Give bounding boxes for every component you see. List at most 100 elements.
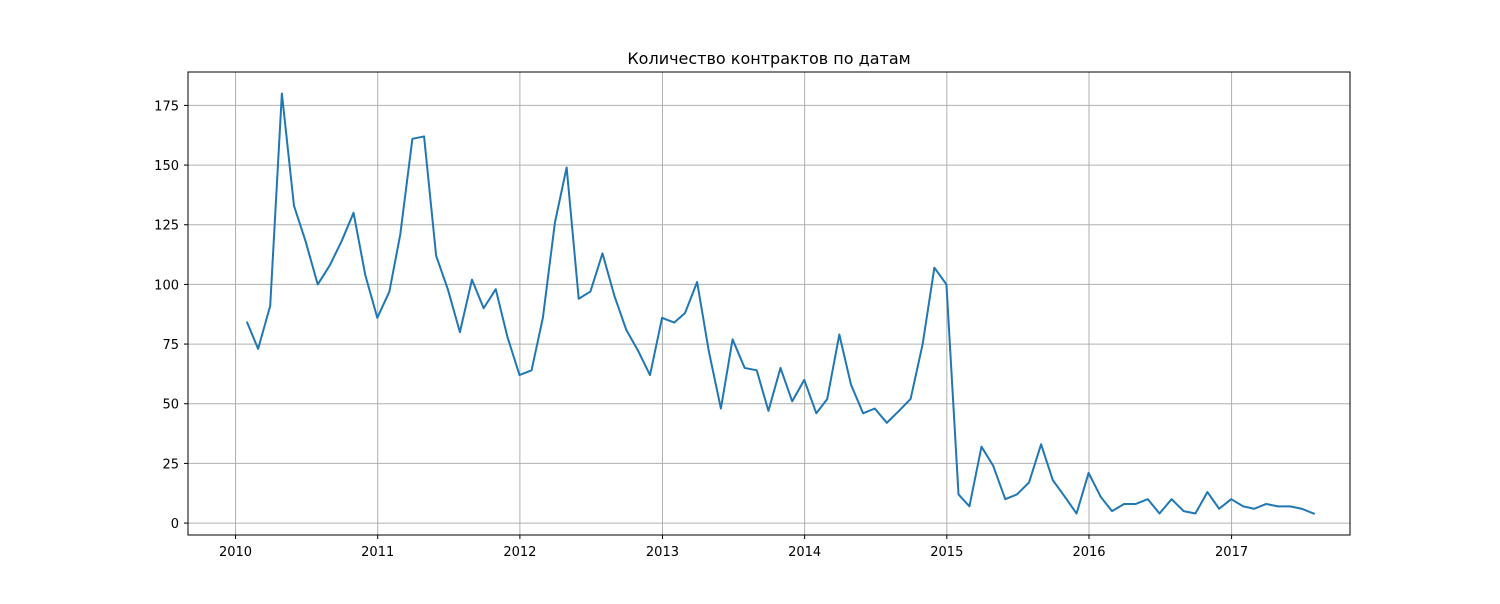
data-point (838, 333, 840, 336)
grid (188, 72, 1350, 535)
data-point (684, 312, 686, 314)
data-point (388, 290, 390, 293)
data-point (850, 384, 852, 386)
y-tick-label: 175 (154, 99, 179, 114)
data-point (423, 135, 425, 138)
plot-frame (187, 71, 1351, 536)
x-tick-label: 2016 (1072, 545, 1105, 560)
data-point (281, 92, 283, 95)
x-tick-label: 2013 (646, 545, 679, 560)
axes: 2010 2011 2012 2013 2014 2015 2016 2017 0 25 50 75 1… (154, 99, 1248, 560)
data-point (922, 343, 924, 345)
y-tick-label: 75 (162, 338, 179, 353)
data-point (957, 493, 960, 496)
x-tick-label: 2017 (1215, 545, 1248, 560)
data-point (1313, 512, 1315, 515)
data-point (637, 350, 639, 352)
data-point (459, 331, 461, 333)
x-tick-label: 2010 (219, 545, 252, 560)
data-point (1088, 472, 1090, 474)
data-point (910, 398, 912, 400)
data-point (1206, 491, 1209, 493)
data-point (1016, 493, 1018, 496)
data-point (779, 367, 782, 369)
data-point (1004, 498, 1006, 500)
data-point (352, 212, 355, 214)
data-point (661, 317, 663, 319)
x-tick-label: 2011 (361, 545, 394, 560)
data-point (731, 338, 734, 340)
data-point (1289, 505, 1291, 507)
series-line (245, 92, 1316, 515)
data-point (435, 255, 437, 257)
data-point (1230, 498, 1232, 500)
data-point (1183, 510, 1185, 512)
data-point (874, 407, 876, 410)
y-tick-label: 150 (154, 159, 179, 174)
data-point (269, 305, 271, 307)
data-point (317, 283, 319, 286)
data-point (803, 379, 805, 381)
data-point (411, 138, 413, 140)
data-point (1052, 479, 1054, 481)
data-point (791, 400, 793, 402)
data-point (340, 240, 343, 243)
data-point (1100, 496, 1102, 498)
data-point (246, 321, 248, 324)
x-tick-label: 2012 (503, 545, 536, 560)
data-point (767, 410, 770, 412)
data-point (495, 288, 497, 290)
data-point (1194, 512, 1196, 515)
data-point (1111, 510, 1113, 512)
data-point (613, 295, 616, 297)
data-point (1147, 498, 1149, 500)
x-tick-label: 2014 (788, 545, 821, 560)
data-point (696, 281, 698, 283)
data-point (1040, 443, 1042, 445)
series-layer (245, 92, 1316, 515)
x-tick-label: 2015 (930, 545, 963, 560)
data-point (625, 329, 627, 331)
y-tick-label: 0 (171, 517, 179, 532)
data-point (945, 283, 948, 286)
data-point (815, 412, 817, 414)
data-point (305, 240, 307, 243)
data-point (744, 367, 746, 369)
data-point (898, 410, 900, 412)
data-point (1265, 503, 1267, 505)
data-point (933, 267, 935, 269)
data-point (447, 288, 449, 290)
y-tick-label: 100 (154, 278, 179, 293)
data-point (530, 369, 533, 371)
data-point (1277, 505, 1279, 507)
y-tick-label: 125 (154, 219, 179, 234)
data-point (1253, 508, 1255, 510)
data-point (992, 465, 994, 467)
data-point (1242, 505, 1244, 507)
data-point (826, 398, 828, 400)
data-point (329, 264, 331, 266)
data-point (862, 412, 864, 414)
data-point (1301, 508, 1303, 510)
data-point (506, 336, 509, 338)
y-tick-label: 50 (162, 398, 179, 413)
data-point (471, 279, 473, 281)
data-point (886, 422, 888, 424)
data-point (1170, 498, 1173, 500)
data-point (1123, 503, 1125, 505)
data-point (968, 505, 971, 507)
data-point (518, 374, 521, 376)
data-point (376, 317, 378, 319)
data-point (720, 407, 722, 410)
data-point (1064, 496, 1066, 498)
data-point (483, 307, 485, 309)
data-point (649, 374, 651, 376)
data-point (980, 446, 983, 448)
chart-title: Количество контрактов по датам (627, 49, 910, 68)
data-point (1075, 512, 1078, 515)
data-point (578, 298, 580, 300)
data-point (566, 166, 568, 169)
data-point (542, 317, 544, 319)
